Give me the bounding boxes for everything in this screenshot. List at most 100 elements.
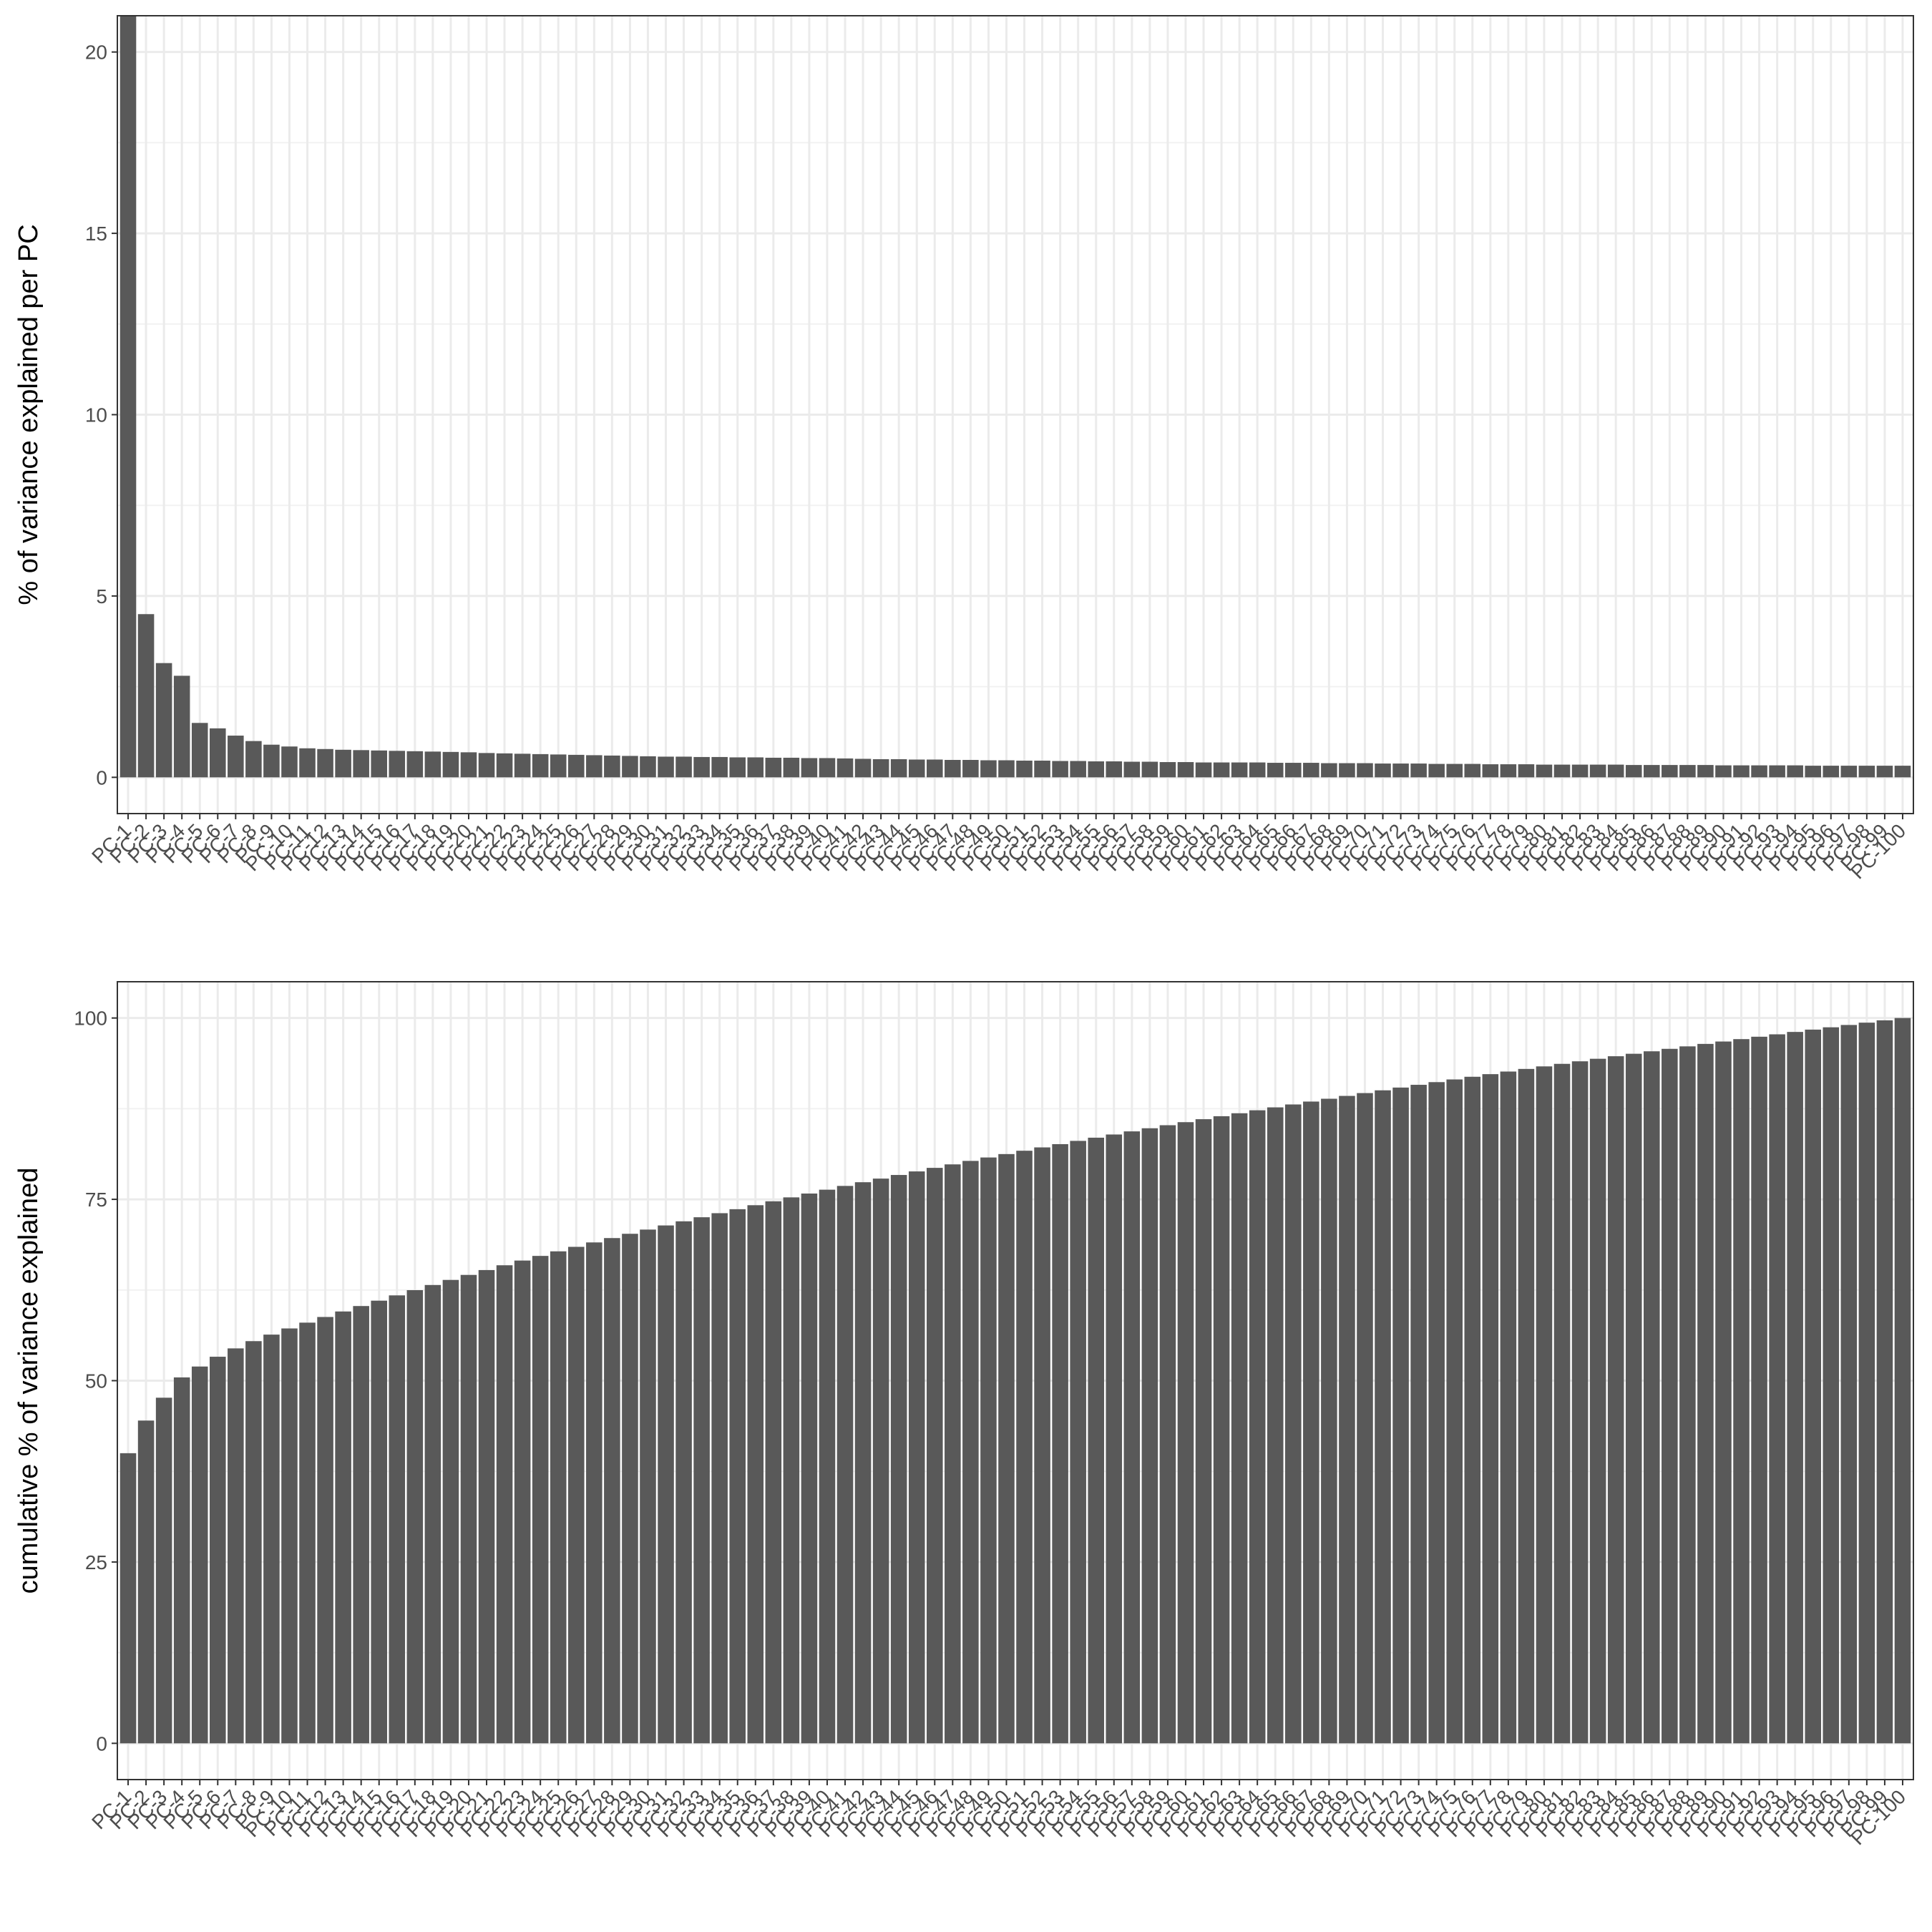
bar bbox=[1697, 1043, 1714, 1744]
bar bbox=[317, 1317, 333, 1744]
bar bbox=[1106, 761, 1123, 778]
bar bbox=[1446, 1079, 1463, 1744]
bar bbox=[765, 757, 782, 778]
bar bbox=[371, 1300, 388, 1744]
bar bbox=[1518, 764, 1535, 778]
bar bbox=[945, 1164, 961, 1744]
bar bbox=[1231, 1113, 1248, 1744]
bar bbox=[191, 1366, 208, 1744]
bar bbox=[1285, 763, 1302, 778]
bar bbox=[1375, 1090, 1391, 1744]
bar bbox=[1357, 1093, 1373, 1744]
bar bbox=[1159, 1125, 1176, 1744]
bar bbox=[1840, 1025, 1858, 1744]
bar bbox=[263, 744, 280, 778]
bar bbox=[137, 1420, 155, 1744]
y-tick-label: 0 bbox=[96, 766, 107, 789]
bar bbox=[927, 1168, 943, 1744]
y-tick-label: 0 bbox=[96, 1732, 107, 1755]
bar bbox=[389, 1295, 406, 1744]
bar bbox=[1500, 1071, 1517, 1744]
bar bbox=[836, 758, 854, 778]
bar bbox=[1070, 761, 1086, 778]
bar bbox=[191, 723, 208, 778]
bar bbox=[245, 741, 262, 778]
bar bbox=[478, 1269, 495, 1744]
bar bbox=[962, 759, 979, 778]
bar bbox=[299, 748, 316, 778]
bar bbox=[1876, 1020, 1893, 1744]
bar bbox=[460, 1274, 477, 1744]
bar bbox=[640, 1229, 656, 1744]
y-tick-label: 75 bbox=[85, 1189, 107, 1211]
bar bbox=[765, 1201, 782, 1744]
bar bbox=[1177, 762, 1194, 778]
bar bbox=[1840, 766, 1858, 778]
bar bbox=[908, 759, 925, 778]
bar bbox=[1052, 1143, 1068, 1744]
bar bbox=[228, 736, 244, 778]
bar bbox=[1141, 1128, 1158, 1744]
bar bbox=[658, 1225, 674, 1744]
bar bbox=[1034, 1147, 1050, 1744]
bar bbox=[1858, 766, 1875, 778]
bar bbox=[496, 1265, 513, 1744]
bar bbox=[1589, 764, 1606, 778]
bar bbox=[1679, 1046, 1696, 1744]
bar bbox=[890, 1175, 907, 1744]
bar bbox=[801, 1193, 818, 1744]
bar bbox=[1894, 1018, 1911, 1744]
bar bbox=[1123, 1131, 1141, 1744]
bar bbox=[998, 1153, 1015, 1744]
bar bbox=[1536, 1066, 1553, 1744]
bar bbox=[1034, 761, 1050, 778]
bar bbox=[478, 753, 495, 778]
bar bbox=[1446, 763, 1463, 778]
bar bbox=[1213, 762, 1230, 778]
bar bbox=[1088, 761, 1104, 778]
bar bbox=[245, 1341, 262, 1744]
bar bbox=[155, 1397, 172, 1744]
bar bbox=[1375, 763, 1391, 778]
bar bbox=[747, 757, 764, 778]
bar bbox=[1249, 762, 1266, 778]
bar bbox=[1267, 1107, 1284, 1744]
bar bbox=[1823, 766, 1840, 778]
y-tick-label: 20 bbox=[85, 42, 107, 64]
bar bbox=[1123, 761, 1141, 778]
bar bbox=[1141, 761, 1158, 778]
bar bbox=[1195, 762, 1212, 778]
bar bbox=[1016, 1151, 1033, 1744]
bar bbox=[729, 757, 746, 778]
bar bbox=[1589, 1058, 1606, 1744]
bar bbox=[1088, 1137, 1104, 1744]
bar bbox=[1321, 763, 1337, 778]
bar bbox=[1249, 1110, 1266, 1744]
bar bbox=[1662, 765, 1678, 778]
bar bbox=[1787, 1032, 1803, 1744]
bar bbox=[819, 1189, 836, 1744]
bar bbox=[568, 754, 585, 778]
bar bbox=[1392, 1087, 1409, 1744]
bar bbox=[210, 1357, 226, 1744]
bar bbox=[1464, 763, 1481, 778]
y-tick-label: 25 bbox=[85, 1551, 107, 1574]
bar bbox=[442, 751, 459, 778]
bar bbox=[1733, 765, 1750, 778]
bar bbox=[1213, 1116, 1230, 1744]
bar bbox=[1303, 763, 1319, 778]
y-tick-label: 5 bbox=[96, 585, 107, 608]
bar bbox=[1052, 761, 1068, 778]
bar bbox=[1769, 1034, 1785, 1744]
bar bbox=[137, 614, 155, 778]
y-tick-label: 50 bbox=[85, 1370, 107, 1392]
bar bbox=[1464, 1076, 1481, 1744]
bar bbox=[550, 754, 567, 778]
bar bbox=[496, 753, 513, 778]
bar bbox=[693, 1217, 710, 1744]
bar bbox=[1428, 1082, 1445, 1744]
bar bbox=[568, 1246, 585, 1744]
bar bbox=[890, 758, 907, 778]
bar bbox=[675, 1221, 692, 1744]
